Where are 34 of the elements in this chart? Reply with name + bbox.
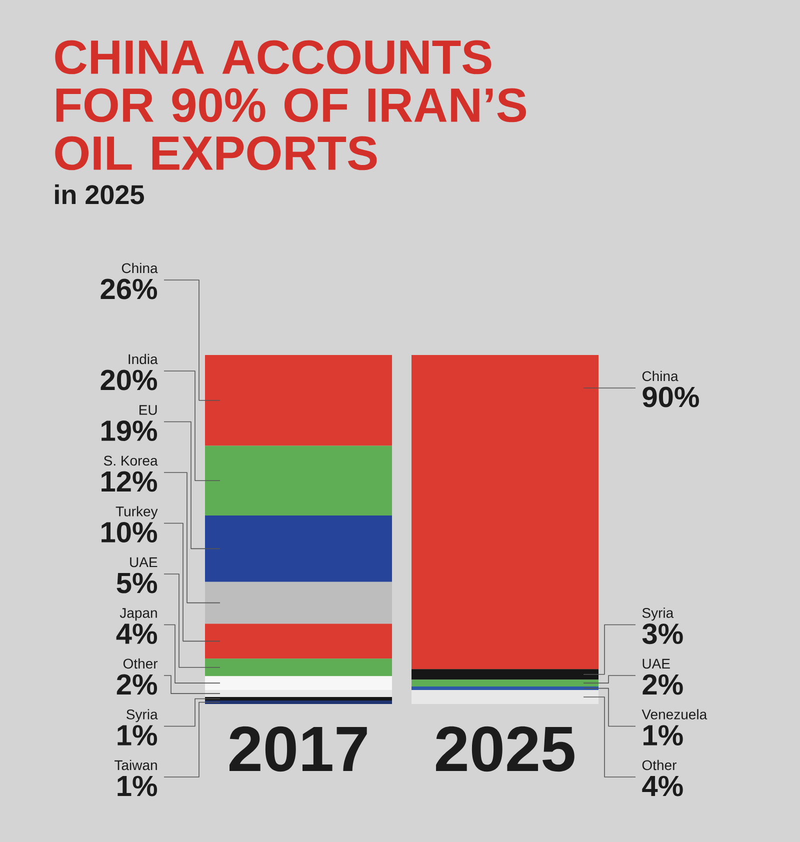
text: China (122, 262, 158, 274)
text: S. Korea (104, 456, 158, 466)
text: EU (140, 405, 157, 415)
text: Taiwan (114, 760, 157, 770)
text: Other (123, 658, 158, 669)
text: Venezuela (642, 709, 708, 720)
data-label: 19% (102, 420, 158, 442)
data-label: 12% (102, 471, 158, 492)
data-label: 5% (116, 572, 158, 594)
data-label: 26% (100, 278, 158, 300)
text: Syria (642, 608, 674, 621)
data-label: 4% (116, 624, 158, 644)
text: Japan (120, 608, 157, 621)
chart-title: CHINA ACCOUNTS FOR 90% OF IRAN’S OIL EXPORTS (55, 40, 526, 170)
data-label: 1% (118, 776, 158, 796)
chart-subtitle: in 2025 (55, 184, 144, 204)
x-tick-label: 2017 (230, 726, 367, 772)
text: Other (642, 760, 676, 770)
text: Turkey (116, 506, 158, 520)
data-label: 10% (102, 522, 158, 543)
data-label: 2% (116, 674, 158, 695)
text: UAE (130, 557, 158, 568)
data-label: 2% (642, 674, 683, 695)
text: Syria (126, 709, 158, 722)
data-label: 3% (642, 624, 683, 644)
data-label: 1% (118, 725, 158, 746)
data-label: 4% (642, 776, 683, 796)
data-label: 20% (100, 370, 158, 390)
text: UAE (642, 658, 670, 669)
data-label: 1% (644, 725, 683, 746)
data-label: 90% (642, 386, 699, 408)
x-tick-label: 2025 (436, 726, 574, 772)
text: India (128, 354, 158, 364)
text: China (642, 370, 678, 382)
